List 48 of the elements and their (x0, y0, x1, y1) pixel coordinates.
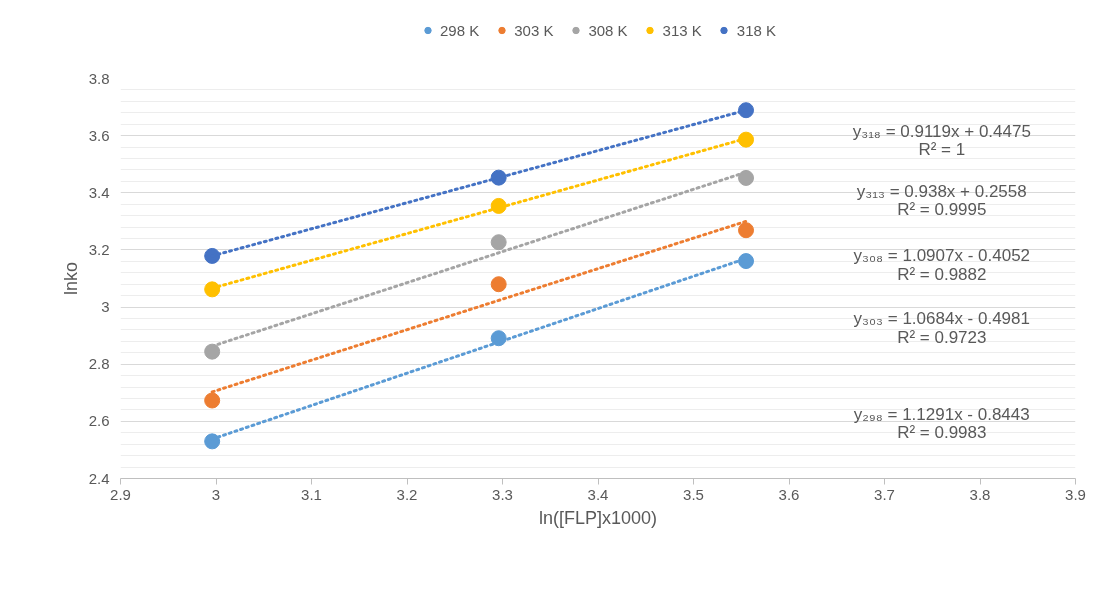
x-tick-label: 3.6 (778, 485, 800, 503)
annotation: R² = 0.9723 (897, 327, 987, 347)
point (738, 102, 755, 119)
legend-label: 308 K (588, 21, 628, 39)
y-tick-label: 2.4 (88, 469, 110, 487)
x-tick-label: 3.1 (301, 485, 322, 503)
annotation: y₂₉₈ = 1.1291x - 0.8443 (853, 404, 1030, 424)
x-axis-title: ln([FLP]x1000) (538, 507, 658, 528)
y-tick-label: 2.6 (88, 412, 110, 430)
point (204, 247, 221, 264)
annotation: y₃₀₈ = 1.0907x - 0.4052 (853, 246, 1031, 266)
legend-label: 298 K (439, 21, 480, 39)
annotation: R² = 1 (918, 140, 966, 160)
annotation: y₃₀₃ = 1.0684x - 0.4981 (853, 309, 1030, 328)
x-tick-label: 3.4 (587, 485, 609, 503)
x-tick-label: 3.3 (492, 485, 513, 503)
x-tick-label: 2.9 (110, 485, 131, 503)
y-tick-label: 3.4 (88, 183, 110, 201)
point (738, 131, 755, 148)
point (738, 253, 755, 270)
legend-label: 318 K (736, 21, 777, 39)
y-tick-label: 2.8 (88, 355, 110, 373)
x-tick-label: 3.9 (1065, 485, 1086, 503)
point (204, 343, 221, 360)
point (204, 281, 221, 298)
x-tick-label: 3 (211, 485, 221, 503)
annotation: R² = 0.9995 (897, 200, 987, 220)
annotation: y₃₁₈ = 0.9119x + 0.4475 (852, 121, 1031, 141)
y-tick-label: 3.6 (88, 126, 110, 144)
y-tick-label: 3.2 (88, 240, 110, 258)
x-tick-label: 3.2 (396, 485, 418, 503)
point (204, 392, 221, 409)
point (738, 169, 755, 186)
point (490, 276, 507, 293)
x-tick-label: 3.7 (874, 485, 895, 503)
legend-label: 303 K (514, 21, 554, 39)
x-tick-label: 3.5 (683, 485, 704, 503)
annotation: R² = 0.9882 (897, 264, 987, 284)
x-tick-label: 3.8 (969, 485, 991, 503)
annotation: y₃₁₃ = 0.938x + 0.2558 (856, 181, 1027, 201)
y-tick-label: 3 (101, 298, 110, 316)
point (490, 234, 507, 251)
annotation: R² = 0.9983 (897, 423, 987, 443)
legend-label: 313 K (662, 21, 702, 39)
point (204, 433, 221, 450)
y-axis-title: lnko (60, 261, 81, 296)
point (738, 222, 755, 239)
y-tick-label: 3.8 (88, 69, 110, 87)
